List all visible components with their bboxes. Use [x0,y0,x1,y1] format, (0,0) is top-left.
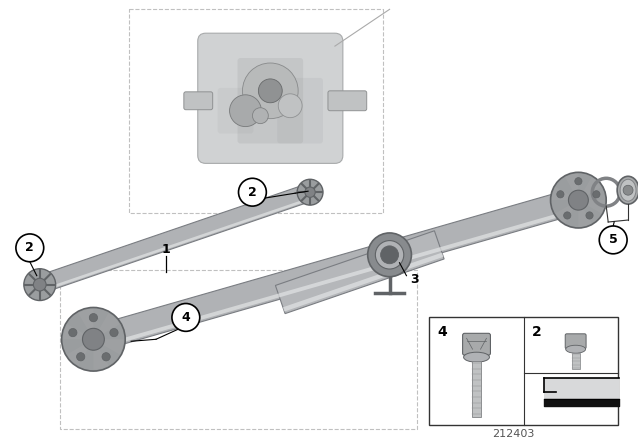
Circle shape [230,95,261,127]
Wedge shape [93,313,120,339]
Circle shape [83,328,104,350]
Text: 2: 2 [248,186,257,199]
Circle shape [305,187,316,198]
Bar [129,9,383,213]
Circle shape [172,303,200,332]
Circle shape [381,246,399,264]
Text: 4: 4 [182,311,190,324]
Circle shape [239,178,266,206]
Circle shape [243,63,298,119]
Wedge shape [552,187,579,200]
Circle shape [77,353,85,361]
Polygon shape [90,188,582,352]
Bar [60,270,417,429]
Circle shape [68,328,77,337]
Circle shape [623,185,633,195]
Polygon shape [275,231,444,314]
Polygon shape [543,378,619,399]
Wedge shape [565,174,579,200]
Circle shape [297,179,323,205]
Circle shape [102,353,110,361]
Circle shape [550,172,606,228]
FancyBboxPatch shape [184,92,212,110]
Circle shape [33,278,46,291]
Circle shape [557,191,564,198]
Bar [429,318,618,425]
FancyBboxPatch shape [463,333,490,355]
Circle shape [61,307,125,371]
Circle shape [24,269,56,301]
Wedge shape [579,200,591,227]
Circle shape [252,108,268,124]
Circle shape [586,212,593,219]
Circle shape [593,191,600,198]
Circle shape [110,328,118,337]
Circle shape [89,314,97,322]
Circle shape [575,177,582,185]
Wedge shape [93,339,109,370]
FancyBboxPatch shape [328,91,367,111]
Ellipse shape [566,345,586,353]
Text: 2: 2 [26,241,34,254]
Text: 212403: 212403 [493,429,535,439]
Polygon shape [37,184,313,293]
Circle shape [599,226,627,254]
Circle shape [278,94,302,118]
Circle shape [568,190,588,210]
Text: 2: 2 [532,325,541,340]
Wedge shape [67,339,93,366]
Ellipse shape [463,352,490,362]
Text: 5: 5 [609,233,618,246]
Circle shape [564,212,571,219]
Polygon shape [283,253,444,311]
Polygon shape [42,197,312,292]
Text: 3: 3 [410,273,419,286]
Wedge shape [93,339,124,354]
FancyBboxPatch shape [277,78,323,143]
Circle shape [375,241,404,269]
FancyBboxPatch shape [237,58,303,143]
Wedge shape [556,200,579,223]
Wedge shape [63,324,93,339]
Ellipse shape [620,179,636,201]
Bar [472,361,481,417]
FancyBboxPatch shape [565,334,586,349]
Circle shape [259,79,282,103]
Circle shape [16,234,44,262]
Wedge shape [579,177,602,200]
Circle shape [368,233,412,277]
Text: 1: 1 [161,243,170,256]
Bar [572,353,580,369]
Polygon shape [95,207,581,350]
FancyBboxPatch shape [218,88,253,134]
FancyBboxPatch shape [198,33,343,164]
Wedge shape [78,309,93,339]
Wedge shape [579,200,605,213]
Ellipse shape [617,177,639,204]
Text: 4: 4 [437,325,447,340]
